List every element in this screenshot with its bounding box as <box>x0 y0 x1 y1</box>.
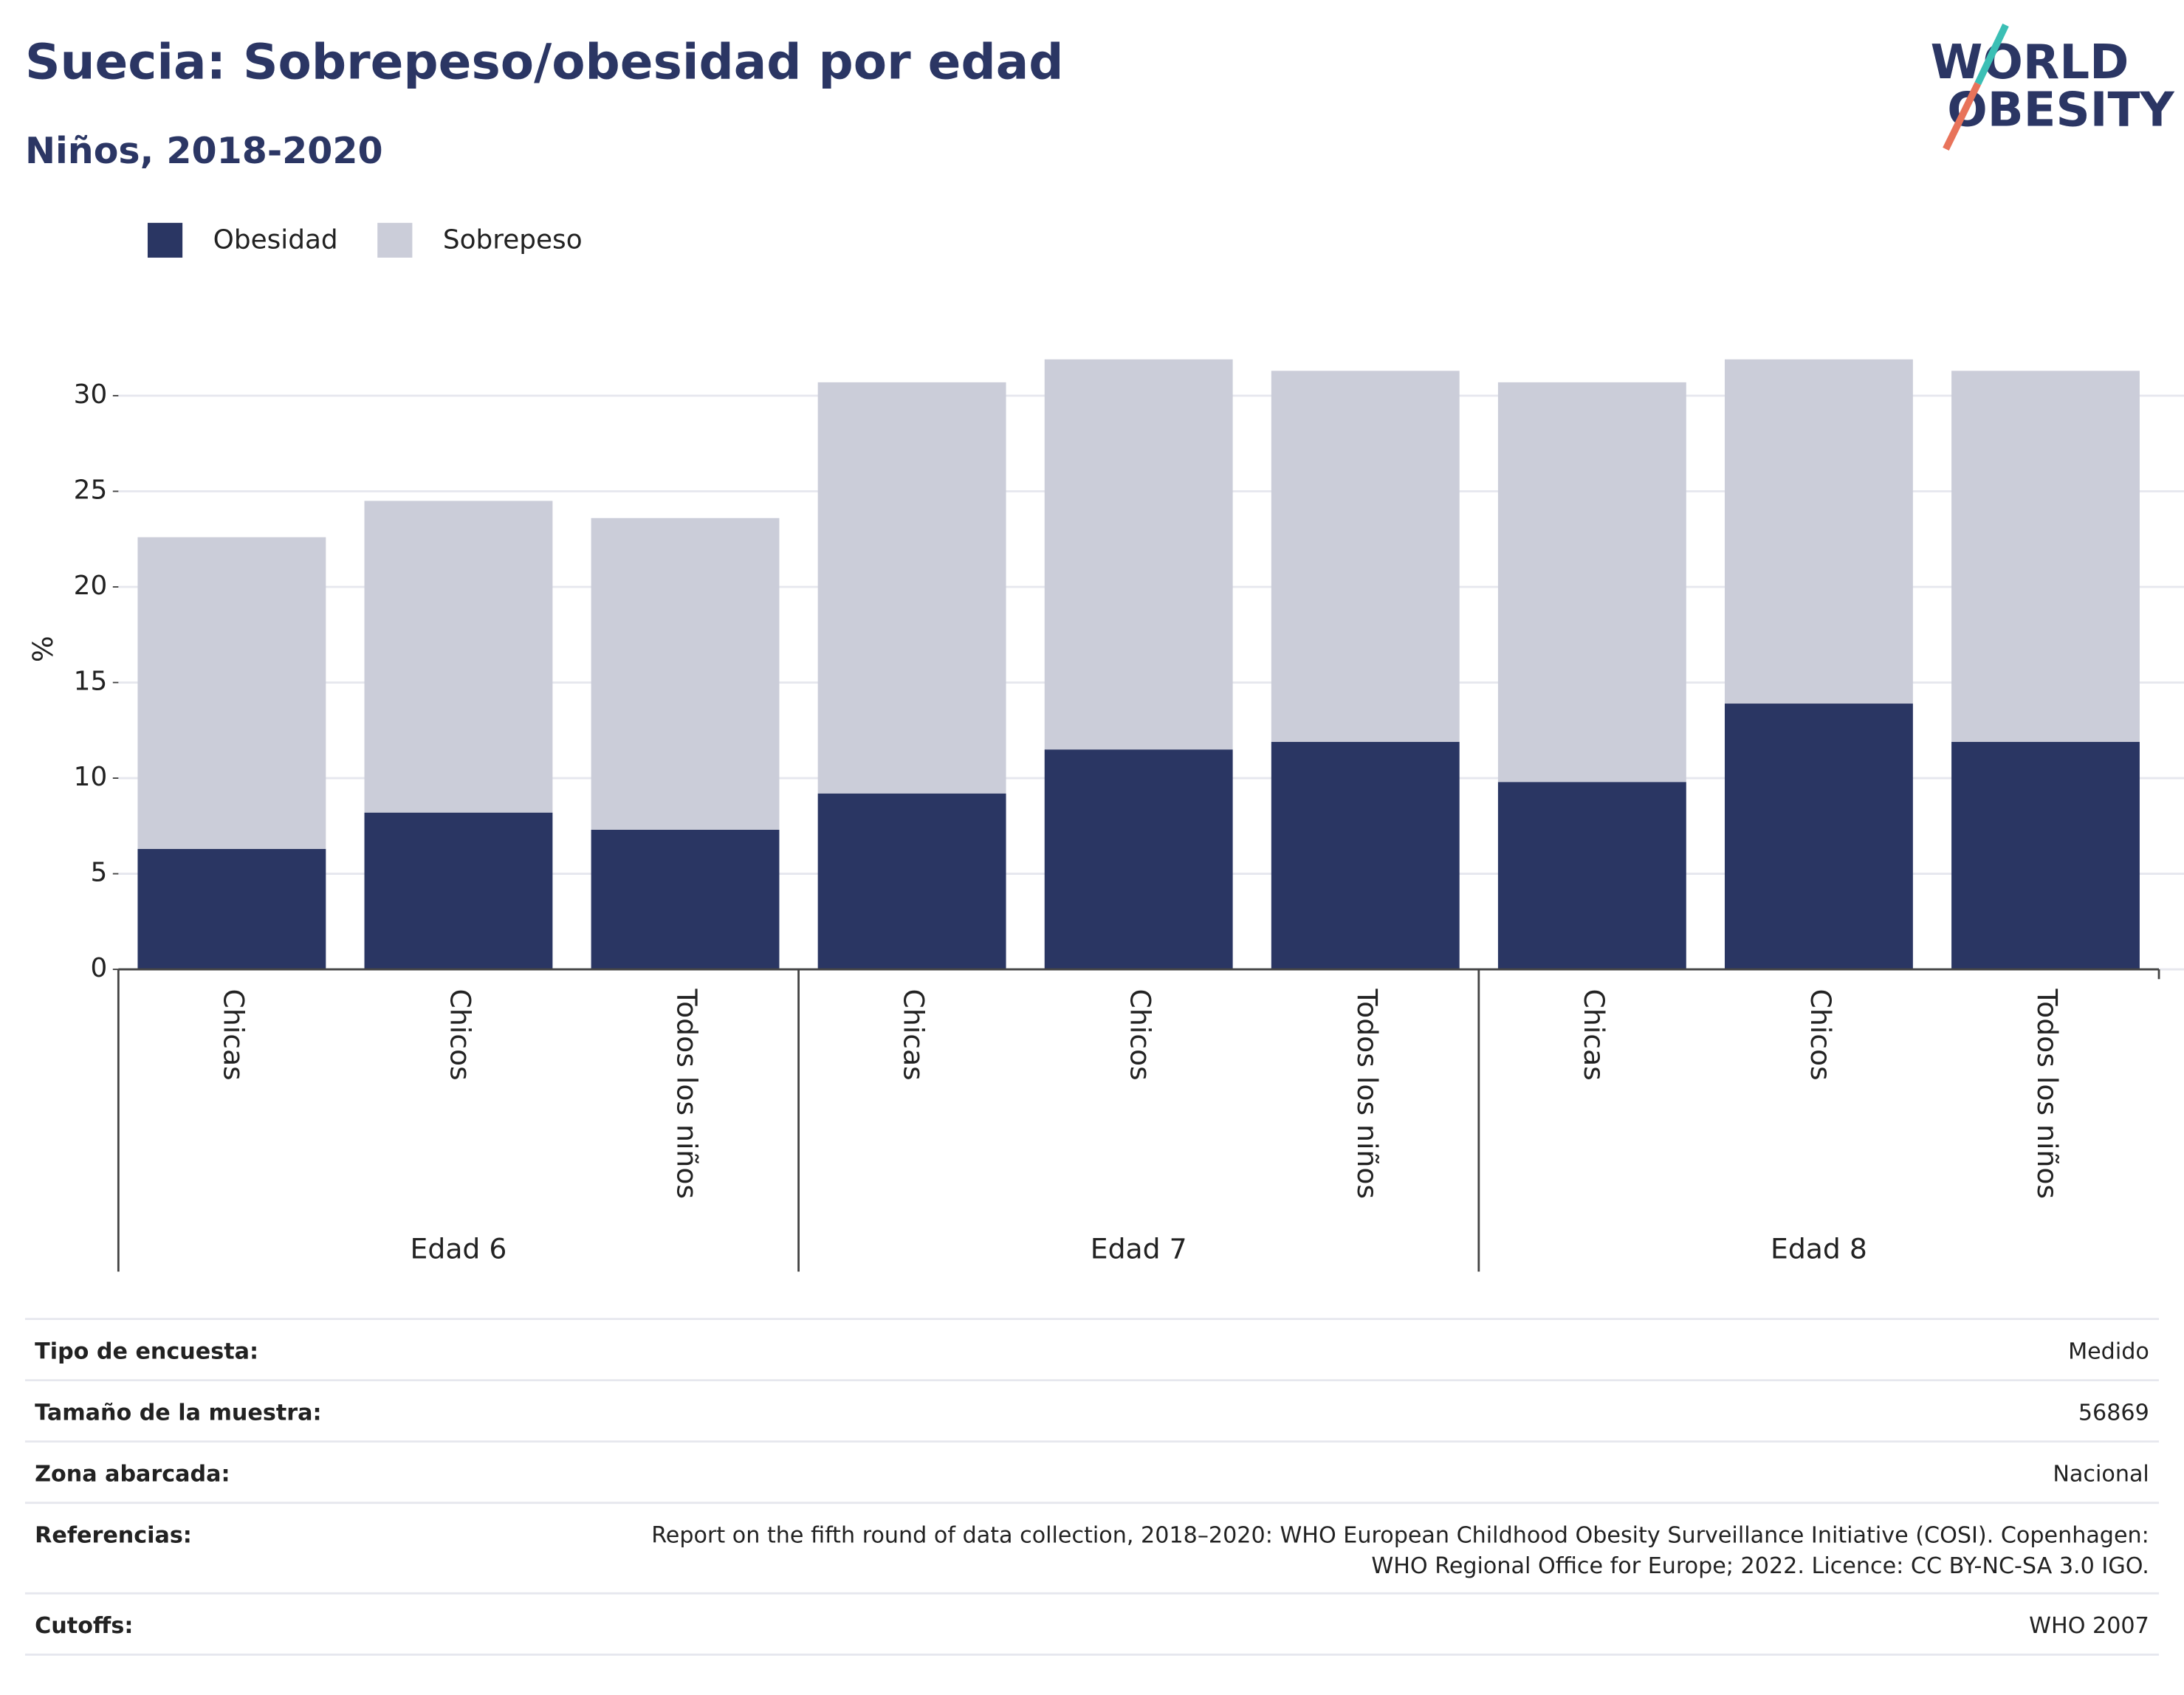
logo-stroke <box>1974 23 2009 86</box>
info-value: Nacional <box>2053 1461 2149 1487</box>
x-tick-label: Chicos <box>444 989 476 1080</box>
y-tick-label: 25 <box>74 475 108 505</box>
group-label: Edad 7 <box>1091 1233 1187 1265</box>
x-tick-label: Chicas <box>1578 989 1610 1080</box>
info-label: Tamaño de la muestra: <box>35 1400 321 1426</box>
y-axis-label: % <box>27 636 59 662</box>
legend-label: Sobrepeso <box>443 224 583 255</box>
legend-label: Obesidad <box>213 224 338 255</box>
logo: WORLD OBESITY <box>1931 23 2175 151</box>
info-value: WHO Regional Office for Europe; 2022. Li… <box>1371 1553 2149 1579</box>
info-value: WHO 2007 <box>2029 1613 2149 1639</box>
x-tick-label: Chicas <box>217 989 250 1080</box>
y-tick-label: 0 <box>90 953 107 983</box>
logo-stroke <box>1943 82 1982 151</box>
bar-segment <box>1724 704 1913 970</box>
info-value: 56869 <box>2078 1400 2149 1426</box>
x-tick-label: Chicas <box>898 989 930 1080</box>
group-label: Edad 6 <box>411 1233 507 1265</box>
bar-segment <box>1951 741 2140 970</box>
bar-segment <box>1271 371 1460 742</box>
bar-segment <box>1724 359 1913 704</box>
bar-segment <box>817 382 1006 794</box>
x-tick-label: Todos los niños <box>671 988 704 1199</box>
bar-segment <box>817 793 1006 970</box>
bar-segment <box>1044 749 1233 970</box>
info-label: Referencias: <box>35 1522 192 1548</box>
x-tick-label: Todos los niños <box>2031 988 2064 1199</box>
logo-text: WORLD <box>1931 35 2129 90</box>
group-label: Edad 8 <box>1771 1233 1867 1265</box>
y-tick-label: 5 <box>90 858 107 888</box>
x-tick-label: Todos los niños <box>1351 988 1384 1199</box>
bar-segment <box>364 812 553 970</box>
y-tick-label: 10 <box>74 762 108 792</box>
bar-segment <box>137 537 326 849</box>
bar-segment <box>1497 782 1686 970</box>
y-tick-label: 20 <box>74 571 108 601</box>
bar-segment <box>591 829 780 970</box>
bar-segment <box>1497 382 1686 783</box>
info-label: Cutoffs: <box>35 1613 133 1639</box>
x-tick-label: Chicos <box>1804 989 1837 1080</box>
chart-title: Suecia: Sobrepeso/obesidad por edad <box>25 34 1064 91</box>
logo-text: OBESITY <box>1947 82 2175 137</box>
bar-segment <box>1044 359 1233 750</box>
legend-swatch <box>377 222 413 258</box>
bar-segment <box>1951 371 2140 742</box>
info-value: Medido <box>2068 1338 2149 1364</box>
info-label: Tipo de encuesta: <box>35 1338 258 1364</box>
bar-segment <box>591 518 780 830</box>
bar-segment <box>364 501 553 813</box>
info-value: Report on the fifth round of data collec… <box>651 1522 2149 1548</box>
y-tick-label: 30 <box>74 379 108 410</box>
legend-swatch <box>147 222 183 258</box>
x-tick-label: Chicos <box>1124 989 1157 1080</box>
bar-segment <box>137 848 326 970</box>
info-label: Zona abarcada: <box>35 1461 230 1487</box>
chart-subtitle: Niños, 2018-2020 <box>25 129 383 172</box>
y-tick-label: 15 <box>74 667 108 697</box>
bar-segment <box>1271 741 1460 970</box>
